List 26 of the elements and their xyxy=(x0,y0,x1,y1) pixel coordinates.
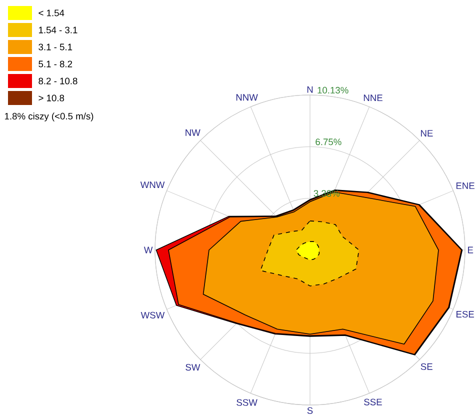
y-tick-label: 3.38% xyxy=(314,190,340,197)
text: 1.8% ciszy (<0.5 m/s) xyxy=(4,112,94,122)
legend-label: > 10.8 xyxy=(38,94,64,102)
spoke-label: ENE xyxy=(456,182,474,189)
spoke-label: ESE xyxy=(456,310,474,318)
spoke-label: NNW xyxy=(236,94,258,101)
spoke-label: SSW xyxy=(236,399,258,406)
legend-label: 5.1 - 8.2 xyxy=(38,60,72,68)
spoke-label: WSW xyxy=(140,312,165,318)
spoke-label: NW xyxy=(186,129,200,136)
y-tick-label: 10.13% xyxy=(318,86,348,94)
spoke-label: S xyxy=(307,407,313,414)
spoke-label: NNE xyxy=(364,94,382,102)
legend-label: 3.1 - 5.1 xyxy=(38,44,72,50)
y-tick-label: 6.75% xyxy=(316,138,342,146)
spoke-label: NE xyxy=(421,130,433,136)
legend-label: < 1.54 xyxy=(38,10,64,16)
spoke-label: E xyxy=(468,246,474,254)
spoke-label: SW xyxy=(186,364,200,371)
legend-label: 8.2 - 10.8 xyxy=(38,78,78,84)
spoke-label: N xyxy=(307,86,313,93)
spoke-label: W xyxy=(144,246,153,254)
spoke-label: SE xyxy=(420,363,432,370)
legend-label: 1.54 - 3.1 xyxy=(38,26,78,34)
spoke-label: SSE xyxy=(364,398,382,406)
spoke-label: WNW xyxy=(140,182,165,188)
